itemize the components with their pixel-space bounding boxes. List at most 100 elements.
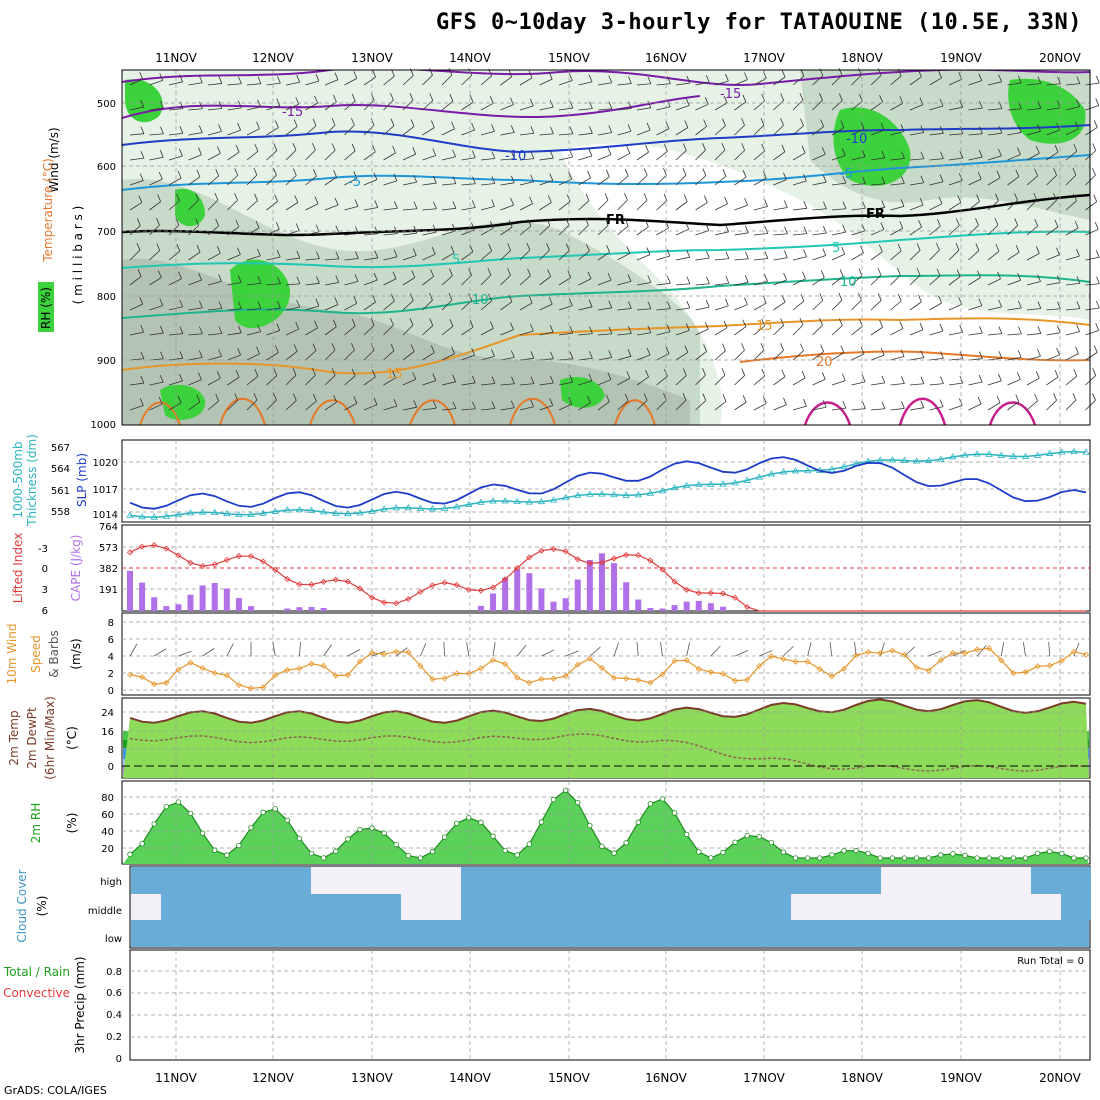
upper-wind-barb — [227, 175, 238, 186]
upper-wind-barb — [831, 127, 845, 136]
cape-bar — [308, 606, 315, 611]
upper-wind-barb-flag — [295, 322, 300, 330]
upper-wind-barb — [129, 133, 144, 136]
upper-wind-barb — [246, 200, 258, 211]
wind-speed-marker — [913, 664, 920, 671]
upper-wind-barb — [188, 132, 203, 136]
upper-wind-barb — [812, 351, 824, 361]
upper-wind-barb — [558, 156, 573, 161]
contour-label-minus10b: -10 — [846, 132, 867, 147]
upper-wind-barb — [578, 155, 593, 161]
upper-wind-barb-flag — [196, 244, 201, 253]
upper-wind-barb-flag — [452, 374, 457, 382]
upper-wind-barb — [285, 149, 297, 161]
upper-wind-barb — [987, 333, 1002, 336]
upper-wind-barb — [617, 400, 629, 411]
upper-wind-barb-flag — [569, 374, 574, 383]
upper-wind-barb — [812, 406, 827, 411]
thickness-marker — [634, 491, 642, 498]
rh2m-marker — [756, 833, 762, 840]
upper-wind-barb-flag — [393, 249, 398, 257]
thickness-marker — [283, 506, 292, 513]
upper-wind-barb-flag — [530, 376, 535, 384]
lifted-index-marker — [417, 588, 424, 595]
upper-wind-barb — [597, 307, 612, 311]
upper-wind-barb — [422, 325, 434, 336]
thickness-marker — [295, 505, 304, 513]
cape-bar — [611, 563, 618, 611]
upper-wind-barb — [266, 82, 281, 86]
upper-wind-barb — [597, 199, 609, 211]
upper-wind-barbs — [129, 67, 1100, 411]
wind10m-barb — [1048, 642, 1051, 657]
upper-wind-barb — [480, 75, 492, 86]
upper-wind-barb-flag — [799, 92, 804, 101]
upper-wind-barb-flag — [335, 275, 340, 283]
upper-wind-barb — [714, 374, 726, 386]
upper-wind-barb — [422, 253, 436, 261]
lifted-index-marker — [550, 545, 557, 553]
upper-wind-barb — [207, 377, 221, 386]
upper-wind-barb-flag — [588, 74, 593, 82]
wind10m-barb — [492, 642, 496, 657]
upper-wind-barb — [519, 406, 534, 411]
upper-wind-barb-flag — [820, 344, 825, 352]
upper-wind-barb-flag — [140, 375, 145, 384]
day-label-top: 12NOV — [252, 51, 294, 65]
upper-wind-barb — [519, 132, 534, 136]
lifted-index-marker — [320, 578, 327, 585]
thickness-marker — [912, 457, 921, 464]
upper-wind-barb — [617, 130, 632, 136]
upper-wind-barb-flag — [1014, 193, 1018, 201]
thickness-marker — [271, 507, 279, 514]
upper-wind-barb — [207, 280, 222, 286]
li-tick-3: 3 — [42, 585, 48, 596]
upper-wind-barb — [792, 324, 804, 336]
upper-label-temperature: Temperature (°C) — [41, 158, 55, 263]
upper-wind-barb-flag — [760, 117, 765, 126]
upper-wind-barb — [1046, 400, 1057, 411]
upper-wind-barb-flag — [159, 150, 164, 158]
upper-wind-barb-flag — [1056, 122, 1060, 131]
upper-wind-barb-flag — [900, 124, 905, 132]
upper-wind-barb-flag — [218, 124, 222, 132]
upper-wind-barb — [753, 124, 765, 136]
upper-wind-barb-flag — [488, 293, 493, 302]
temp-contour-minus5 — [122, 154, 1090, 191]
upper-wind-barb-flag — [156, 243, 161, 251]
lifted-index-marker — [429, 582, 436, 589]
upper-wind-barb-flag — [315, 73, 320, 82]
upper-wind-barb — [812, 378, 826, 386]
cape-bar — [296, 607, 303, 611]
rh2m-marker — [901, 855, 908, 861]
rh2m-marker — [248, 824, 254, 831]
cloud-high-block — [761, 867, 791, 894]
upper-wind-barb-flag — [1093, 120, 1098, 128]
lifted-index-marker — [332, 576, 339, 583]
upper-wind-barb — [363, 349, 375, 361]
upper-wind-barb-flag — [390, 343, 395, 351]
upper-wind-barb — [890, 158, 905, 161]
rh2m-marker — [1010, 855, 1017, 861]
wind-speed-marker — [974, 646, 981, 653]
upper-wind-barb-flag — [1076, 276, 1081, 284]
upper-wind-barb — [207, 153, 221, 161]
cloud-middle-block — [311, 894, 341, 920]
pressure-tick-700: 700 — [97, 227, 116, 238]
lifted-index-marker — [744, 603, 751, 611]
upper-wind-barb-flag — [920, 376, 925, 384]
upper-wind-barb-flag — [314, 320, 318, 329]
upper-wind-barb-flag — [604, 193, 609, 201]
upper-wind-barb — [1085, 256, 1100, 261]
wind-speed-marker — [489, 656, 497, 664]
thickness-marker — [1033, 451, 1042, 458]
rh2m-marker — [1022, 855, 1029, 861]
rh2m-marker — [236, 842, 242, 849]
upper-wind-barb — [1065, 83, 1080, 86]
upper-wind-barb-flag — [820, 270, 825, 278]
upper-wind-barb — [714, 80, 729, 86]
upper-wind-barb-flag — [665, 220, 669, 229]
upper-wind-barb — [227, 282, 242, 286]
wind-speed-marker — [586, 655, 593, 662]
cloud-low-block — [131, 920, 1089, 947]
